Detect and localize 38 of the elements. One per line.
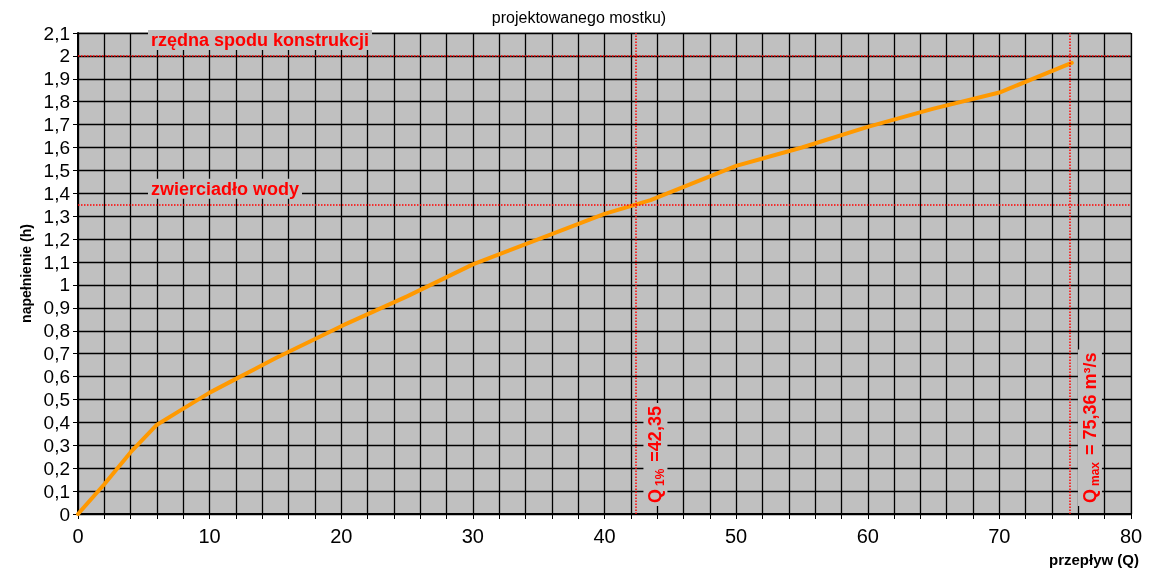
- y-tick-label: 1,4: [43, 182, 71, 204]
- ref-line-label: Q1% =42,35: [645, 406, 668, 503]
- x-tick-label: 80: [1119, 525, 1143, 547]
- ref-line-label: Qmax = 75,36 m³/s: [1079, 352, 1102, 503]
- ref-line-label: zwierciadło wody: [151, 178, 300, 199]
- x-tick-label: 20: [330, 525, 353, 547]
- y-tick-label: 2: [59, 45, 70, 67]
- y-tick-label: 0,2: [43, 457, 70, 479]
- y-tick-label: 2,1: [43, 22, 70, 44]
- line-series: [76, 60, 1074, 516]
- y-tick-label: 1,6: [43, 137, 70, 159]
- y-tick-label: 1,2: [43, 228, 70, 250]
- y-tick-label: 0,8: [43, 320, 70, 342]
- y-tick-label: 1,3: [43, 205, 70, 227]
- chart-title: projektowanego mostku): [491, 8, 667, 26]
- y-tick-label: 0,1: [43, 480, 70, 502]
- y-tick-label: 0,3: [43, 434, 70, 456]
- x-tick-label: 10: [198, 525, 221, 547]
- y-tick-label: 1,9: [43, 68, 70, 90]
- x-tick-label: 60: [856, 525, 879, 547]
- x-tick-label: 30: [461, 525, 484, 547]
- y-tick-label: 1,8: [43, 91, 70, 113]
- y-tick-label: 0,7: [43, 343, 70, 365]
- x-axis-title: przepływ (Q): [1048, 551, 1139, 568]
- x-tick-label: 70: [988, 525, 1011, 547]
- y-tick-label: 1,7: [43, 114, 70, 136]
- y-tick-label: 0,5: [43, 388, 70, 410]
- y-tick-label: 0: [59, 503, 70, 525]
- ref-line-label: rzędna spodu konstrukcji: [151, 29, 370, 50]
- x-tick-label: 50: [725, 525, 748, 547]
- x-tick-label: 40: [593, 525, 616, 547]
- y-tick-label: 0,4: [43, 411, 71, 433]
- y-tick-label: 1: [59, 274, 70, 296]
- y-axis-title: napełnienie (h): [17, 224, 34, 323]
- y-tick-label: 0,6: [43, 366, 70, 388]
- y-tick-label: 0,9: [43, 297, 70, 319]
- y-tick-label: 1,5: [43, 159, 70, 181]
- y-tick-label: 1,1: [43, 251, 70, 273]
